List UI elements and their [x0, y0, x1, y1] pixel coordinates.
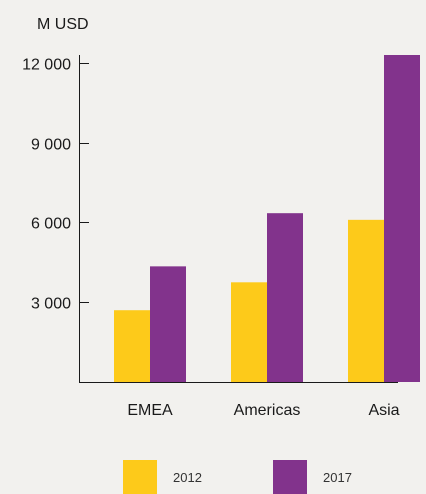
- y-tick-label: 6 000: [31, 216, 71, 233]
- bar-asia-2012: [348, 219, 384, 382]
- y-tick-label: 9 000: [31, 137, 71, 154]
- y-axis-unit-label: M USD: [37, 16, 89, 33]
- bar-emea-2012: [114, 310, 150, 382]
- category-label: Americas: [234, 402, 301, 419]
- bar-americas-2012: [231, 282, 267, 382]
- bar-americas-2017: [267, 213, 303, 382]
- legend-label: 2017: [323, 470, 352, 485]
- category-labels: EMEA Americas Asia: [127, 402, 399, 419]
- bar-asia-2017: [384, 55, 420, 382]
- y-tick-label: 3 000: [31, 296, 71, 313]
- y-tick-label: 12 000: [22, 57, 71, 74]
- category-label: EMEA: [127, 402, 173, 419]
- legend-label: 2012: [173, 470, 202, 485]
- bar-emea-2017: [150, 266, 186, 382]
- y-axis: 3 000 6 000 9 000 12 000: [22, 55, 89, 383]
- legend: 2012 2017: [123, 460, 352, 494]
- legend-swatch-2017: [273, 460, 307, 494]
- legend-swatch-2012: [123, 460, 157, 494]
- bars: [114, 55, 420, 382]
- category-label: Asia: [368, 402, 399, 419]
